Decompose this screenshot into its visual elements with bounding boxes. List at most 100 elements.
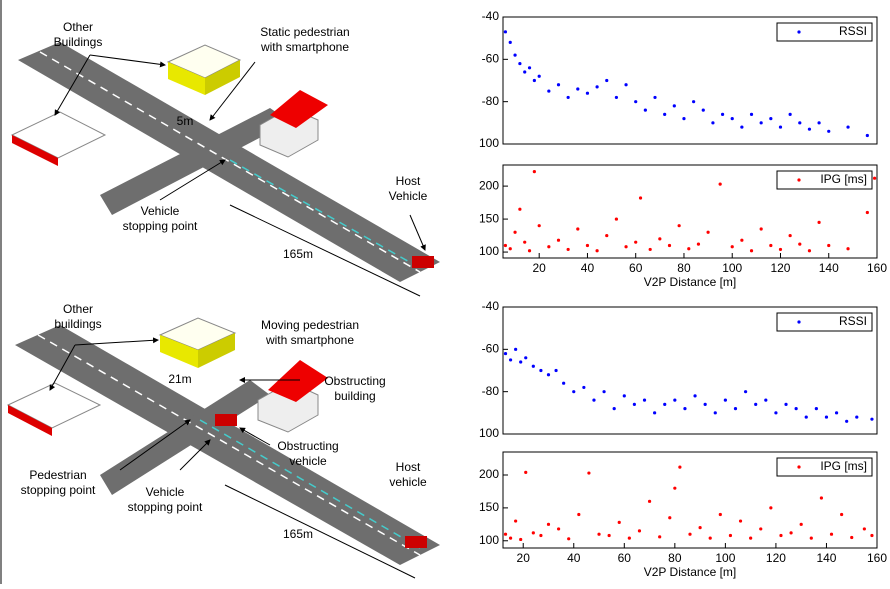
x-tick-label: 160 — [867, 551, 887, 565]
point — [585, 243, 590, 248]
point — [683, 407, 687, 411]
point — [602, 390, 606, 394]
label: Vehicle — [389, 189, 428, 203]
point — [834, 411, 839, 415]
point — [605, 233, 609, 238]
point — [532, 169, 536, 174]
point — [778, 247, 783, 252]
legend-box — [776, 170, 873, 190]
x-tick-label: 20 — [533, 261, 547, 275]
legend-marker — [797, 465, 801, 469]
lane — [39, 51, 421, 273]
point — [556, 83, 561, 87]
path — [199, 419, 421, 549]
point — [547, 89, 551, 93]
arrow — [179, 439, 211, 471]
point — [587, 471, 591, 475]
house-roof — [270, 90, 328, 128]
point — [718, 512, 722, 517]
x-tick-label: 160 — [867, 261, 887, 275]
point — [614, 95, 619, 100]
lane — [37, 334, 421, 556]
point — [788, 233, 792, 238]
point — [846, 247, 850, 251]
point — [556, 238, 561, 242]
point — [799, 522, 803, 526]
y-tick-label: -40 — [482, 9, 500, 23]
x-tick-label: 20 — [517, 551, 531, 565]
label: stopping point — [128, 500, 203, 514]
point — [817, 220, 821, 224]
legend-box — [776, 312, 873, 332]
gas-station — [10, 111, 107, 159]
point — [730, 245, 734, 249]
label: Buildings — [54, 35, 103, 49]
point — [597, 532, 601, 536]
label: vehicle — [389, 475, 427, 489]
y-tick-label: 150 — [479, 211, 499, 225]
point — [634, 100, 638, 104]
point — [693, 394, 697, 398]
point — [769, 506, 773, 510]
point — [617, 520, 621, 524]
x-tick-label: 140 — [816, 551, 836, 565]
point — [523, 240, 527, 244]
point — [862, 527, 866, 531]
path — [229, 159, 421, 269]
point — [514, 347, 518, 351]
point — [634, 240, 638, 244]
point — [658, 237, 662, 241]
point — [728, 533, 733, 538]
point — [503, 30, 508, 34]
x-tick-label: 60 — [629, 261, 643, 275]
point — [546, 373, 551, 377]
arrow — [49, 344, 76, 391]
point — [677, 224, 681, 228]
point — [503, 532, 508, 536]
point — [508, 40, 512, 45]
point — [503, 351, 508, 356]
point — [519, 537, 523, 542]
x-tick-label: 140 — [819, 261, 839, 275]
point — [730, 117, 734, 121]
x-tick-label: 80 — [668, 551, 682, 565]
point — [605, 78, 609, 83]
point — [503, 243, 508, 248]
point — [624, 245, 628, 249]
label: vehicle — [289, 454, 327, 468]
legend-label: IPG [ms] — [820, 172, 867, 186]
diagram-top: Other Buildings Static pedestrian with s… — [10, 20, 440, 297]
label: stopping point — [21, 483, 96, 497]
point — [720, 112, 725, 116]
point — [642, 398, 647, 402]
y-tick-label: 100 — [479, 136, 499, 150]
building-side — [205, 60, 240, 95]
point — [807, 249, 812, 253]
point — [519, 360, 523, 364]
label: stopping point — [123, 219, 198, 233]
point — [827, 129, 831, 133]
gas-station — [6, 382, 102, 429]
point — [687, 247, 691, 251]
point — [749, 536, 753, 540]
point — [798, 121, 802, 125]
point — [819, 496, 824, 500]
point — [622, 394, 626, 398]
point — [769, 243, 773, 248]
legend-box — [776, 22, 873, 42]
label: Obstructing — [277, 439, 338, 453]
arrow — [159, 159, 226, 201]
point — [643, 108, 647, 112]
x-axis-label: V2P Distance [m] — [644, 275, 736, 289]
point — [778, 125, 783, 129]
y-tick-label: -80 — [482, 384, 500, 398]
label: Other — [63, 302, 93, 316]
point — [663, 402, 667, 406]
x-tick-label: 80 — [677, 261, 691, 275]
dimension — [224, 484, 416, 579]
point — [718, 182, 722, 186]
y-tick-label: -60 — [482, 342, 500, 356]
x-tick-label: 100 — [722, 261, 742, 275]
point — [527, 249, 532, 253]
